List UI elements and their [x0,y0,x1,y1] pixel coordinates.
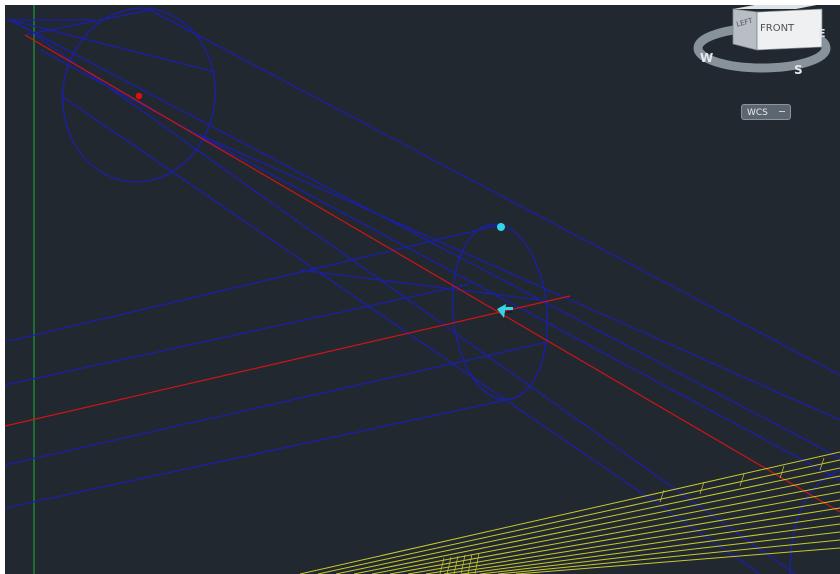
beam-hatch-strokes [439,457,825,574]
ucs-menu-button[interactable]: WCS [741,104,791,120]
diagonal-tube[interactable] [5,5,840,574]
drawing-viewport[interactable]: FRONT LEFT W S E WCS [5,5,840,574]
centerlines [5,34,840,513]
viewcube-top-face[interactable] [733,5,822,9]
hatched-beam[interactable] [299,451,840,574]
viewcube-front-face[interactable] [756,8,823,51]
viewcube[interactable]: FRONT LEFT W S E [693,5,831,77]
compass-east-label[interactable]: E [818,27,826,40]
ucs-menu-label: WCS [747,108,768,118]
compass-south-label[interactable]: S [794,63,803,77]
cross-tube[interactable] [5,220,554,509]
chevron-down-icon [779,111,785,115]
tube-end-circle-upper[interactable] [52,5,227,192]
viewcube-left-face[interactable] [732,8,758,51]
viewcube-front-label: FRONT [760,23,795,34]
centerline-point[interactable] [135,92,143,100]
model-space[interactable]: FRONT LEFT W S E [5,5,840,574]
pick-cursor-icon [497,304,513,318]
compass-west-label[interactable]: W [700,51,713,65]
grip-point[interactable] [497,223,505,231]
